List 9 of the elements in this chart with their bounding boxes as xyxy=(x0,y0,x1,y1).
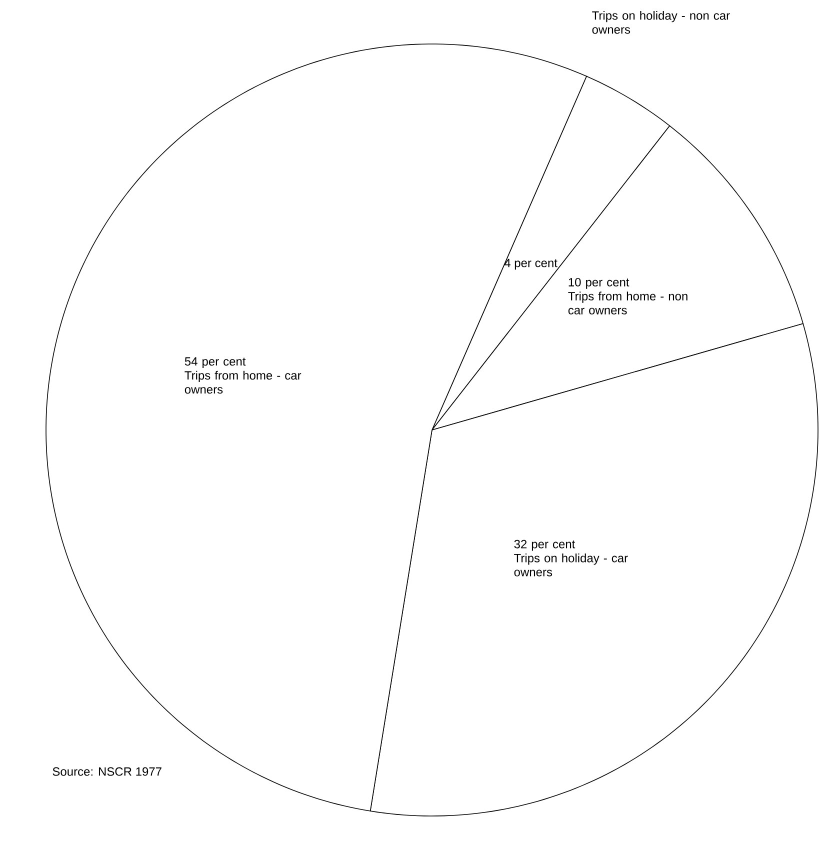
slice-label: Trips on holiday - car owners xyxy=(514,554,628,576)
slice-label: Trips from home - car owners xyxy=(184,370,302,394)
data-label: 54 per cent xyxy=(184,357,246,368)
data-label: 10 per cent xyxy=(568,278,630,289)
slice-label: Trips from home - non car owners xyxy=(568,292,688,314)
source-note: Source: NSCR 1977 xyxy=(52,767,162,776)
slice-label: Trips on holiday - non car owners xyxy=(592,10,730,34)
data-label: 32 per cent xyxy=(514,540,576,551)
data-label: 4 per cent xyxy=(504,258,558,270)
